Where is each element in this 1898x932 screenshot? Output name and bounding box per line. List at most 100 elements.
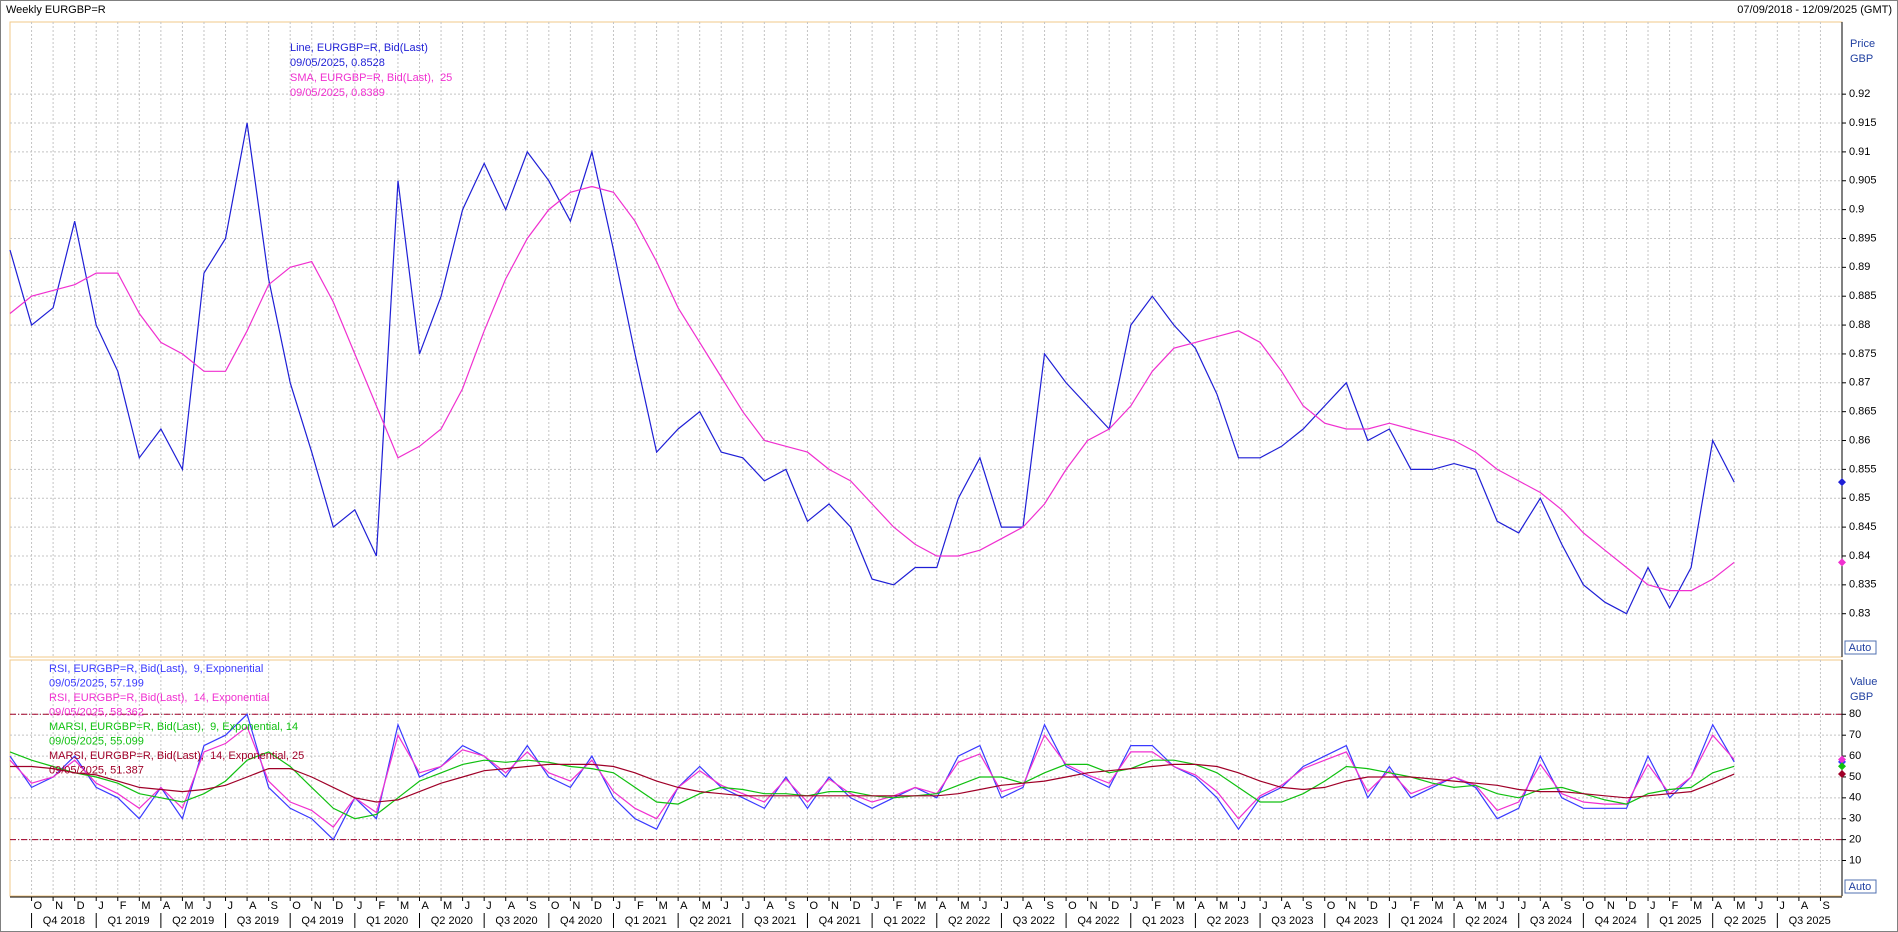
quarter-label: Q3 2019 (237, 915, 279, 927)
y-tick-label: 0.87 (1849, 377, 1870, 389)
quarter-label: Q1 2020 (366, 915, 408, 927)
quarter-label: Q4 2018 (43, 915, 85, 927)
auto-label: Auto (1849, 642, 1872, 654)
legend-value: 09/05/2025, 0.8528 (290, 57, 385, 69)
x-tick-label: N (1348, 900, 1356, 912)
x-tick-label: J (615, 900, 621, 912)
y-tick-label: 0.86 (1849, 434, 1870, 446)
y-tick-label: 10 (1849, 854, 1861, 866)
quarter-label: Q2 2019 (172, 915, 214, 927)
x-tick-label: J (1521, 900, 1527, 912)
x-tick-label: J (1241, 900, 1247, 912)
pane-frame (9, 659, 1843, 897)
y-tick-label: 80 (1849, 708, 1861, 720)
x-tick-label: N (314, 900, 322, 912)
y-tick-label: 0.83 (1849, 608, 1870, 620)
y-tick-label: 40 (1849, 792, 1861, 804)
x-tick-label: D (1628, 900, 1636, 912)
x-tick-label: M (1176, 900, 1185, 912)
x-tick-label: F (120, 900, 127, 912)
y-tick-label: 50 (1849, 771, 1861, 783)
x-tick-label: A (163, 900, 171, 912)
x-tick-label: D (77, 900, 85, 912)
x-tick-label: N (1607, 900, 1615, 912)
x-tick-label: J (1499, 900, 1505, 912)
y-tick-label: 0.915 (1849, 117, 1877, 129)
auto-button[interactable] (1844, 879, 1877, 894)
x-tick-label: M (917, 900, 926, 912)
y-tick-label: 0.84 (1849, 550, 1870, 562)
x-tick-label: S (788, 900, 795, 912)
x-tick-label: F (1154, 900, 1161, 912)
legend-name: RSI, EURGBP=R, Bid(Last), 14, Exponentia… (49, 692, 269, 704)
quarter-label: Q4 2022 (1077, 915, 1119, 927)
x-tick-label: N (1090, 900, 1098, 912)
x-tick-label: A (766, 900, 774, 912)
x-tick-label: A (1025, 900, 1033, 912)
legend-name: Line, EURGBP=R, Bid(Last) (290, 42, 428, 54)
y-tick-label: 0.88 (1849, 319, 1870, 331)
legend-name: RSI, EURGBP=R, Bid(Last), 9, Exponential (49, 663, 263, 675)
x-tick-label: S (529, 900, 536, 912)
quarter-label: Q1 2022 (883, 915, 925, 927)
legend-name: MARSI, EURGBP=R, Bid(Last), 9, Exponenti… (49, 721, 298, 733)
x-tick-label: O (809, 900, 818, 912)
auto-label: Auto (1849, 881, 1872, 893)
x-tick-label: J (723, 900, 729, 912)
x-tick-label: O (292, 900, 301, 912)
x-tick-label: A (680, 900, 688, 912)
x-tick-label: M (1219, 900, 1228, 912)
legend-value: 09/05/2025, 0.8389 (290, 87, 385, 99)
legend-value: 09/05/2025, 55.099 (49, 735, 144, 747)
quarter-label: Q2 2025 (1724, 915, 1766, 927)
x-tick-label: A (1456, 900, 1464, 912)
x-tick-label: J (874, 900, 880, 912)
x-tick-label: M (400, 900, 409, 912)
auto-button[interactable] (1844, 640, 1877, 655)
x-tick-label: S (1564, 900, 1571, 912)
x-tick-label: J (1133, 900, 1139, 912)
x-tick-label: D (335, 900, 343, 912)
last-value-marker (1838, 762, 1846, 771)
y-tick-label: 0.885 (1849, 290, 1877, 302)
x-tick-label: O (34, 900, 43, 912)
quarter-label: Q2 2024 (1465, 915, 1507, 927)
x-tick-label: S (1822, 900, 1829, 912)
y-tick-label: 0.89 (1849, 261, 1870, 273)
x-tick-label: F (1413, 900, 1420, 912)
last-value-marker (1838, 755, 1846, 764)
quarter-label: Q2 2020 (431, 915, 473, 927)
quarter-label: Q1 2019 (107, 915, 149, 927)
last-value-marker (1838, 770, 1846, 779)
x-tick-label: M (1736, 900, 1745, 912)
legend-value: 09/05/2025, 51.387 (49, 764, 144, 776)
quarter-label: Q3 2021 (754, 915, 796, 927)
quarter-label: Q4 2023 (1336, 915, 1378, 927)
y-tick-label: 60 (1849, 750, 1861, 762)
quarter-label: Q3 2023 (1271, 915, 1313, 927)
x-tick-label: J (1650, 900, 1656, 912)
x-tick-label: D (1370, 900, 1378, 912)
x-tick-label: A (1542, 900, 1550, 912)
x-tick-label: J (1262, 900, 1268, 912)
y-tick-label: 0.855 (1849, 463, 1877, 475)
x-tick-label: J (1779, 900, 1785, 912)
x-tick-label: M (702, 900, 711, 912)
y-tick-label: 0.835 (1849, 579, 1877, 591)
date-range: 07/09/2018 - 12/09/2025 (GMT) (1737, 4, 1892, 16)
axis-title: Price (1850, 38, 1875, 50)
legend-value: 09/05/2025, 58.362 (49, 706, 144, 718)
x-tick-label: M (443, 900, 452, 912)
x-tick-label: A (1284, 900, 1292, 912)
quarter-label: Q3 2020 (495, 915, 537, 927)
x-tick-label: M (960, 900, 969, 912)
x-tick-label: J (465, 900, 471, 912)
y-tick-label: 0.895 (1849, 232, 1877, 244)
x-tick-label: A (939, 900, 947, 912)
y-tick-label: 0.875 (1849, 348, 1877, 360)
y-tick-label: 0.845 (1849, 521, 1877, 533)
y-tick-label: 0.85 (1849, 492, 1870, 504)
x-tick-label: M (659, 900, 668, 912)
quarter-label: Q4 2020 (560, 915, 602, 927)
x-tick-label: A (1801, 900, 1809, 912)
